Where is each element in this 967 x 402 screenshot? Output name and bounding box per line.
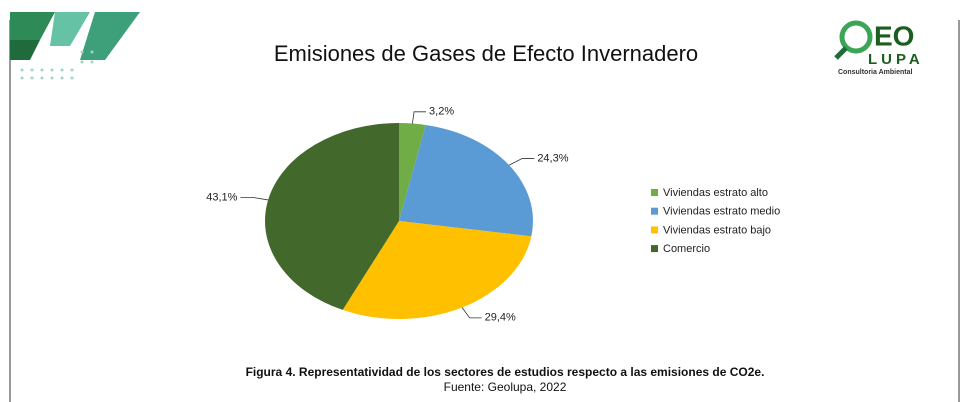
legend-swatch — [651, 207, 658, 215]
pie-slice — [342, 221, 532, 319]
leader-line — [240, 196, 269, 201]
legend-swatch — [651, 245, 658, 253]
data-label: 43,1% — [206, 191, 237, 203]
data-label: 3,2% — [429, 106, 454, 118]
caption: Figura 4. Representatividad de los secto… — [246, 365, 765, 379]
pie-slice — [265, 123, 399, 310]
data-label: 24,3% — [537, 152, 568, 164]
pie-slice — [399, 124, 533, 237]
legend-label: Viviendas estrato bajo — [663, 224, 771, 236]
chart-title: Emisiones de Gases de Efecto Invernadero — [274, 41, 698, 66]
leader-line — [508, 158, 535, 166]
logo-top: EO — [874, 20, 914, 51]
leader-line — [412, 111, 427, 124]
logo: EO LUPA Consultoria Ambiental — [834, 20, 924, 76]
leader-line — [461, 307, 482, 319]
legend-swatch — [651, 226, 658, 234]
data-label: 29,4% — [485, 312, 516, 324]
pie-slice — [399, 123, 426, 221]
legend-label: Viviendas estrato medio — [663, 206, 780, 218]
source: Fuente: Geolupa, 2022 — [444, 380, 567, 394]
logo-tagline: Consultoria Ambiental — [838, 69, 912, 76]
legend-label: Viviendas estrato alto — [663, 187, 768, 199]
legend-label: Comercio — [663, 243, 710, 255]
logo-bottom: LUPA — [868, 51, 924, 68]
corner-decoration — [10, 12, 140, 80]
legend-swatch — [651, 189, 658, 196]
